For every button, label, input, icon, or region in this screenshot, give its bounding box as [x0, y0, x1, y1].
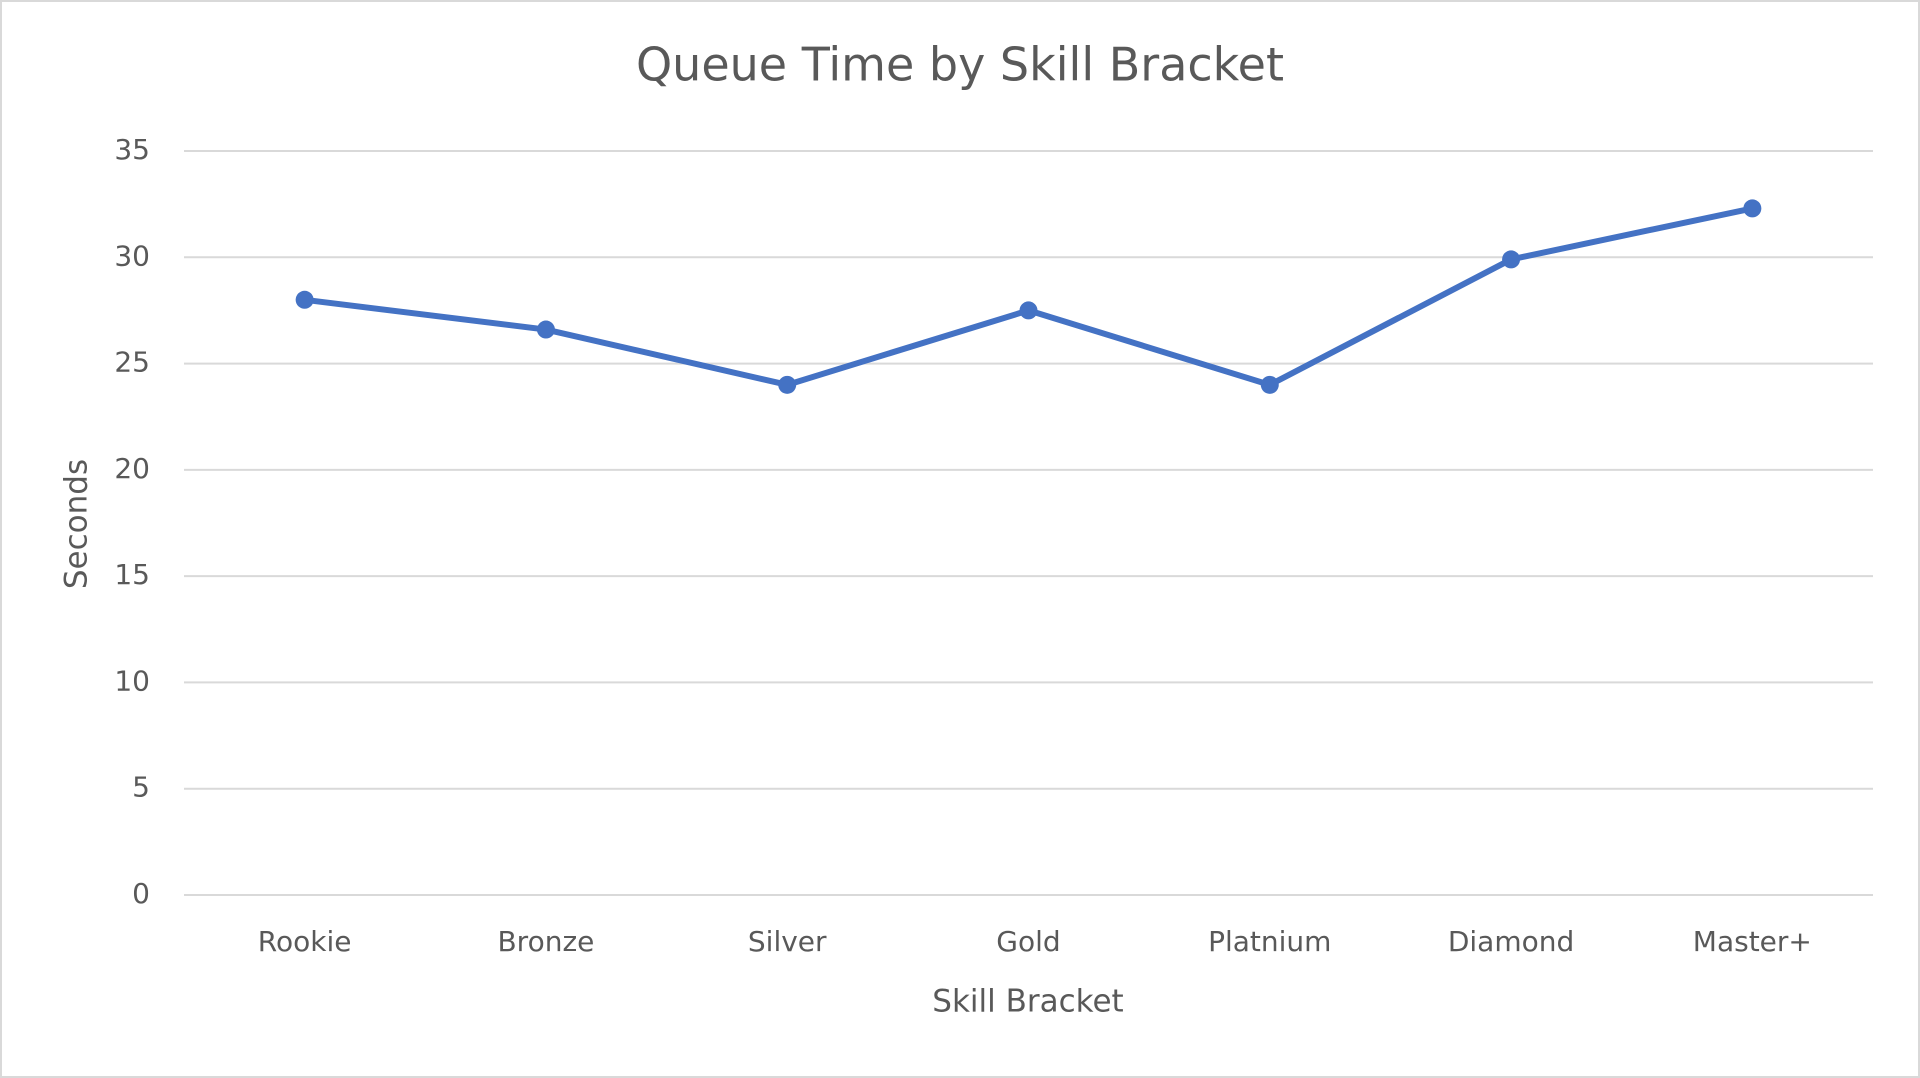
data-point [778, 375, 797, 394]
data-point [1743, 199, 1762, 218]
x-tick-label: Gold [996, 925, 1060, 958]
y-tick-label: 5 [132, 771, 150, 804]
y-tick-label: 10 [114, 664, 150, 697]
x-tick-label: Bronze [497, 925, 594, 958]
y-tick-label: 20 [114, 452, 150, 485]
data-point [1019, 301, 1038, 320]
y-tick-label: 25 [114, 346, 150, 379]
y-tick-label: 0 [132, 877, 150, 910]
x-tick-label: Master+ [1693, 925, 1812, 958]
y-tick-label: 30 [114, 239, 150, 272]
data-point [536, 320, 555, 339]
y-tick-label: 15 [114, 558, 150, 591]
x-tick-label: Silver [748, 925, 827, 958]
x-tick-label: Diamond [1448, 925, 1574, 958]
y-tick-label: 35 [114, 133, 150, 166]
y-axis-title: Seconds [59, 459, 95, 589]
data-point [1502, 250, 1521, 269]
x-axis-title: Skill Bracket [932, 984, 1123, 1020]
x-tick-label: Platnium [1208, 925, 1331, 958]
x-tick-label: Rookie [258, 925, 352, 958]
data-point [295, 290, 314, 309]
data-point [1260, 375, 1279, 394]
chart-title: Queue Time by Skill Bracket [636, 38, 1284, 92]
